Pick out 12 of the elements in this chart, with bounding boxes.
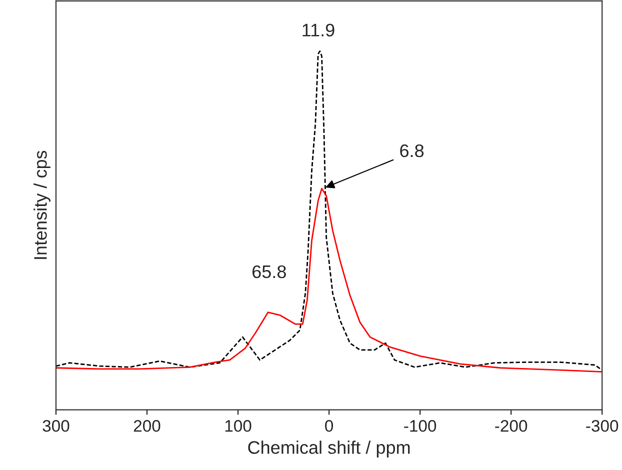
x-tick-label: 0 <box>325 420 334 432</box>
x-tick-label: 300 <box>42 420 70 432</box>
x-tick-label: -100 <box>404 420 436 432</box>
annotation: 11.9 <box>302 24 334 36</box>
annotation: 65.8 <box>252 265 286 278</box>
x-tick-label: 100 <box>225 420 252 432</box>
y-axis-title: Intensity / cps <box>34 150 50 259</box>
x-axis-title: Chemical shift / ppm <box>248 440 410 458</box>
x-tick-label: -200 <box>495 420 528 432</box>
annotation: 6.8 <box>400 144 424 158</box>
x-tick-label: -300 <box>586 420 618 432</box>
x-tick-label: 200 <box>134 420 160 432</box>
